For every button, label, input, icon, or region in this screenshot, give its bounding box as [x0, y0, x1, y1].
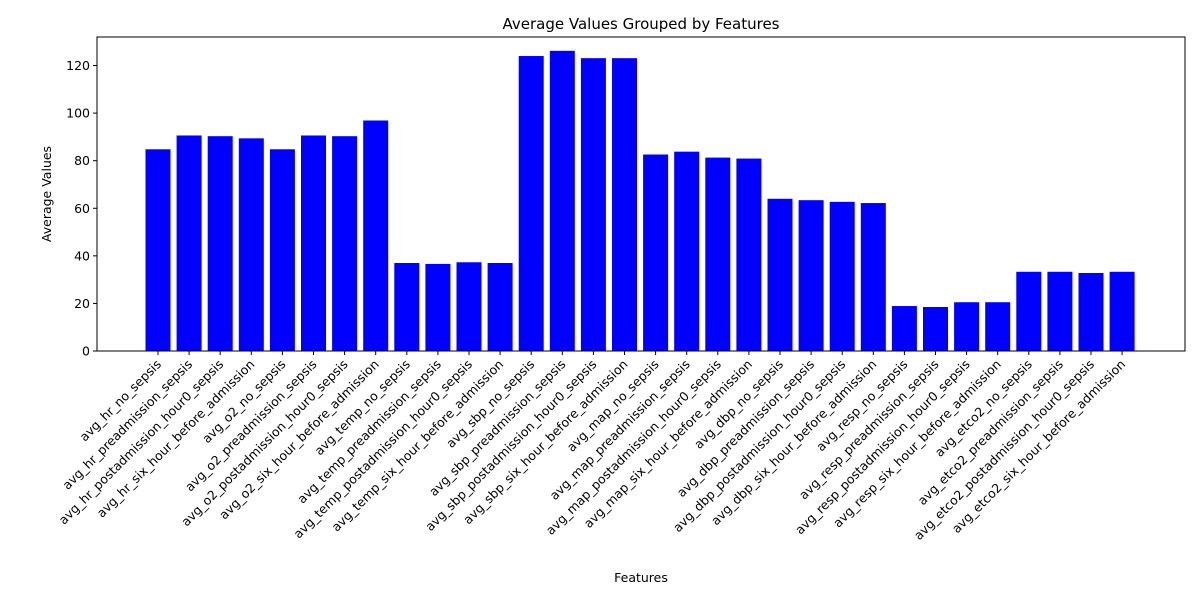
bar [207, 136, 233, 351]
bar [363, 120, 389, 351]
bar [891, 306, 917, 351]
bar [674, 151, 700, 351]
bar [394, 262, 420, 351]
y-tick-label: 60 [74, 201, 90, 216]
bar [518, 56, 544, 351]
bar [1109, 271, 1135, 351]
y-tick-label: 100 [66, 106, 90, 121]
bar [736, 158, 762, 351]
bar [1047, 271, 1073, 351]
x-tick-label: avg_hr_preadmission_sepsis [59, 357, 195, 493]
bar [269, 149, 295, 351]
bar [425, 263, 451, 351]
bar [705, 157, 731, 351]
y-axis-label: Average Values [39, 146, 54, 242]
y-tick-label: 80 [74, 153, 90, 168]
y-tick-label: 20 [74, 296, 90, 311]
bar [829, 201, 855, 351]
bar [612, 58, 637, 352]
plot-frame [96, 36, 1186, 352]
y-tick-label: 0 [82, 344, 90, 359]
bar [954, 302, 980, 351]
y-tick-label: 120 [66, 58, 90, 73]
y-axis: 0 20 40 60 80 100 120 [66, 58, 97, 359]
x-axis: avg_hr_no_sepsisavg_hr_preadmission_seps… [55, 351, 1128, 543]
bar [176, 135, 202, 351]
bar [332, 136, 358, 351]
bar [549, 50, 575, 352]
bar [487, 262, 513, 351]
bar [456, 262, 482, 351]
bar [580, 58, 606, 352]
bar [301, 135, 326, 351]
chart-title: Average Values Grouped by Features [503, 15, 780, 33]
bar [985, 302, 1011, 351]
bar [1016, 271, 1042, 351]
bar [145, 149, 171, 351]
bars-group [145, 50, 1135, 352]
bar [1078, 272, 1104, 351]
bar [798, 200, 824, 351]
bar [238, 138, 264, 351]
y-tick-label: 40 [74, 248, 90, 263]
bar [860, 203, 886, 351]
x-axis-label: Features [614, 570, 668, 585]
bar [643, 154, 669, 351]
bar [923, 306, 948, 351]
bar [767, 198, 793, 351]
